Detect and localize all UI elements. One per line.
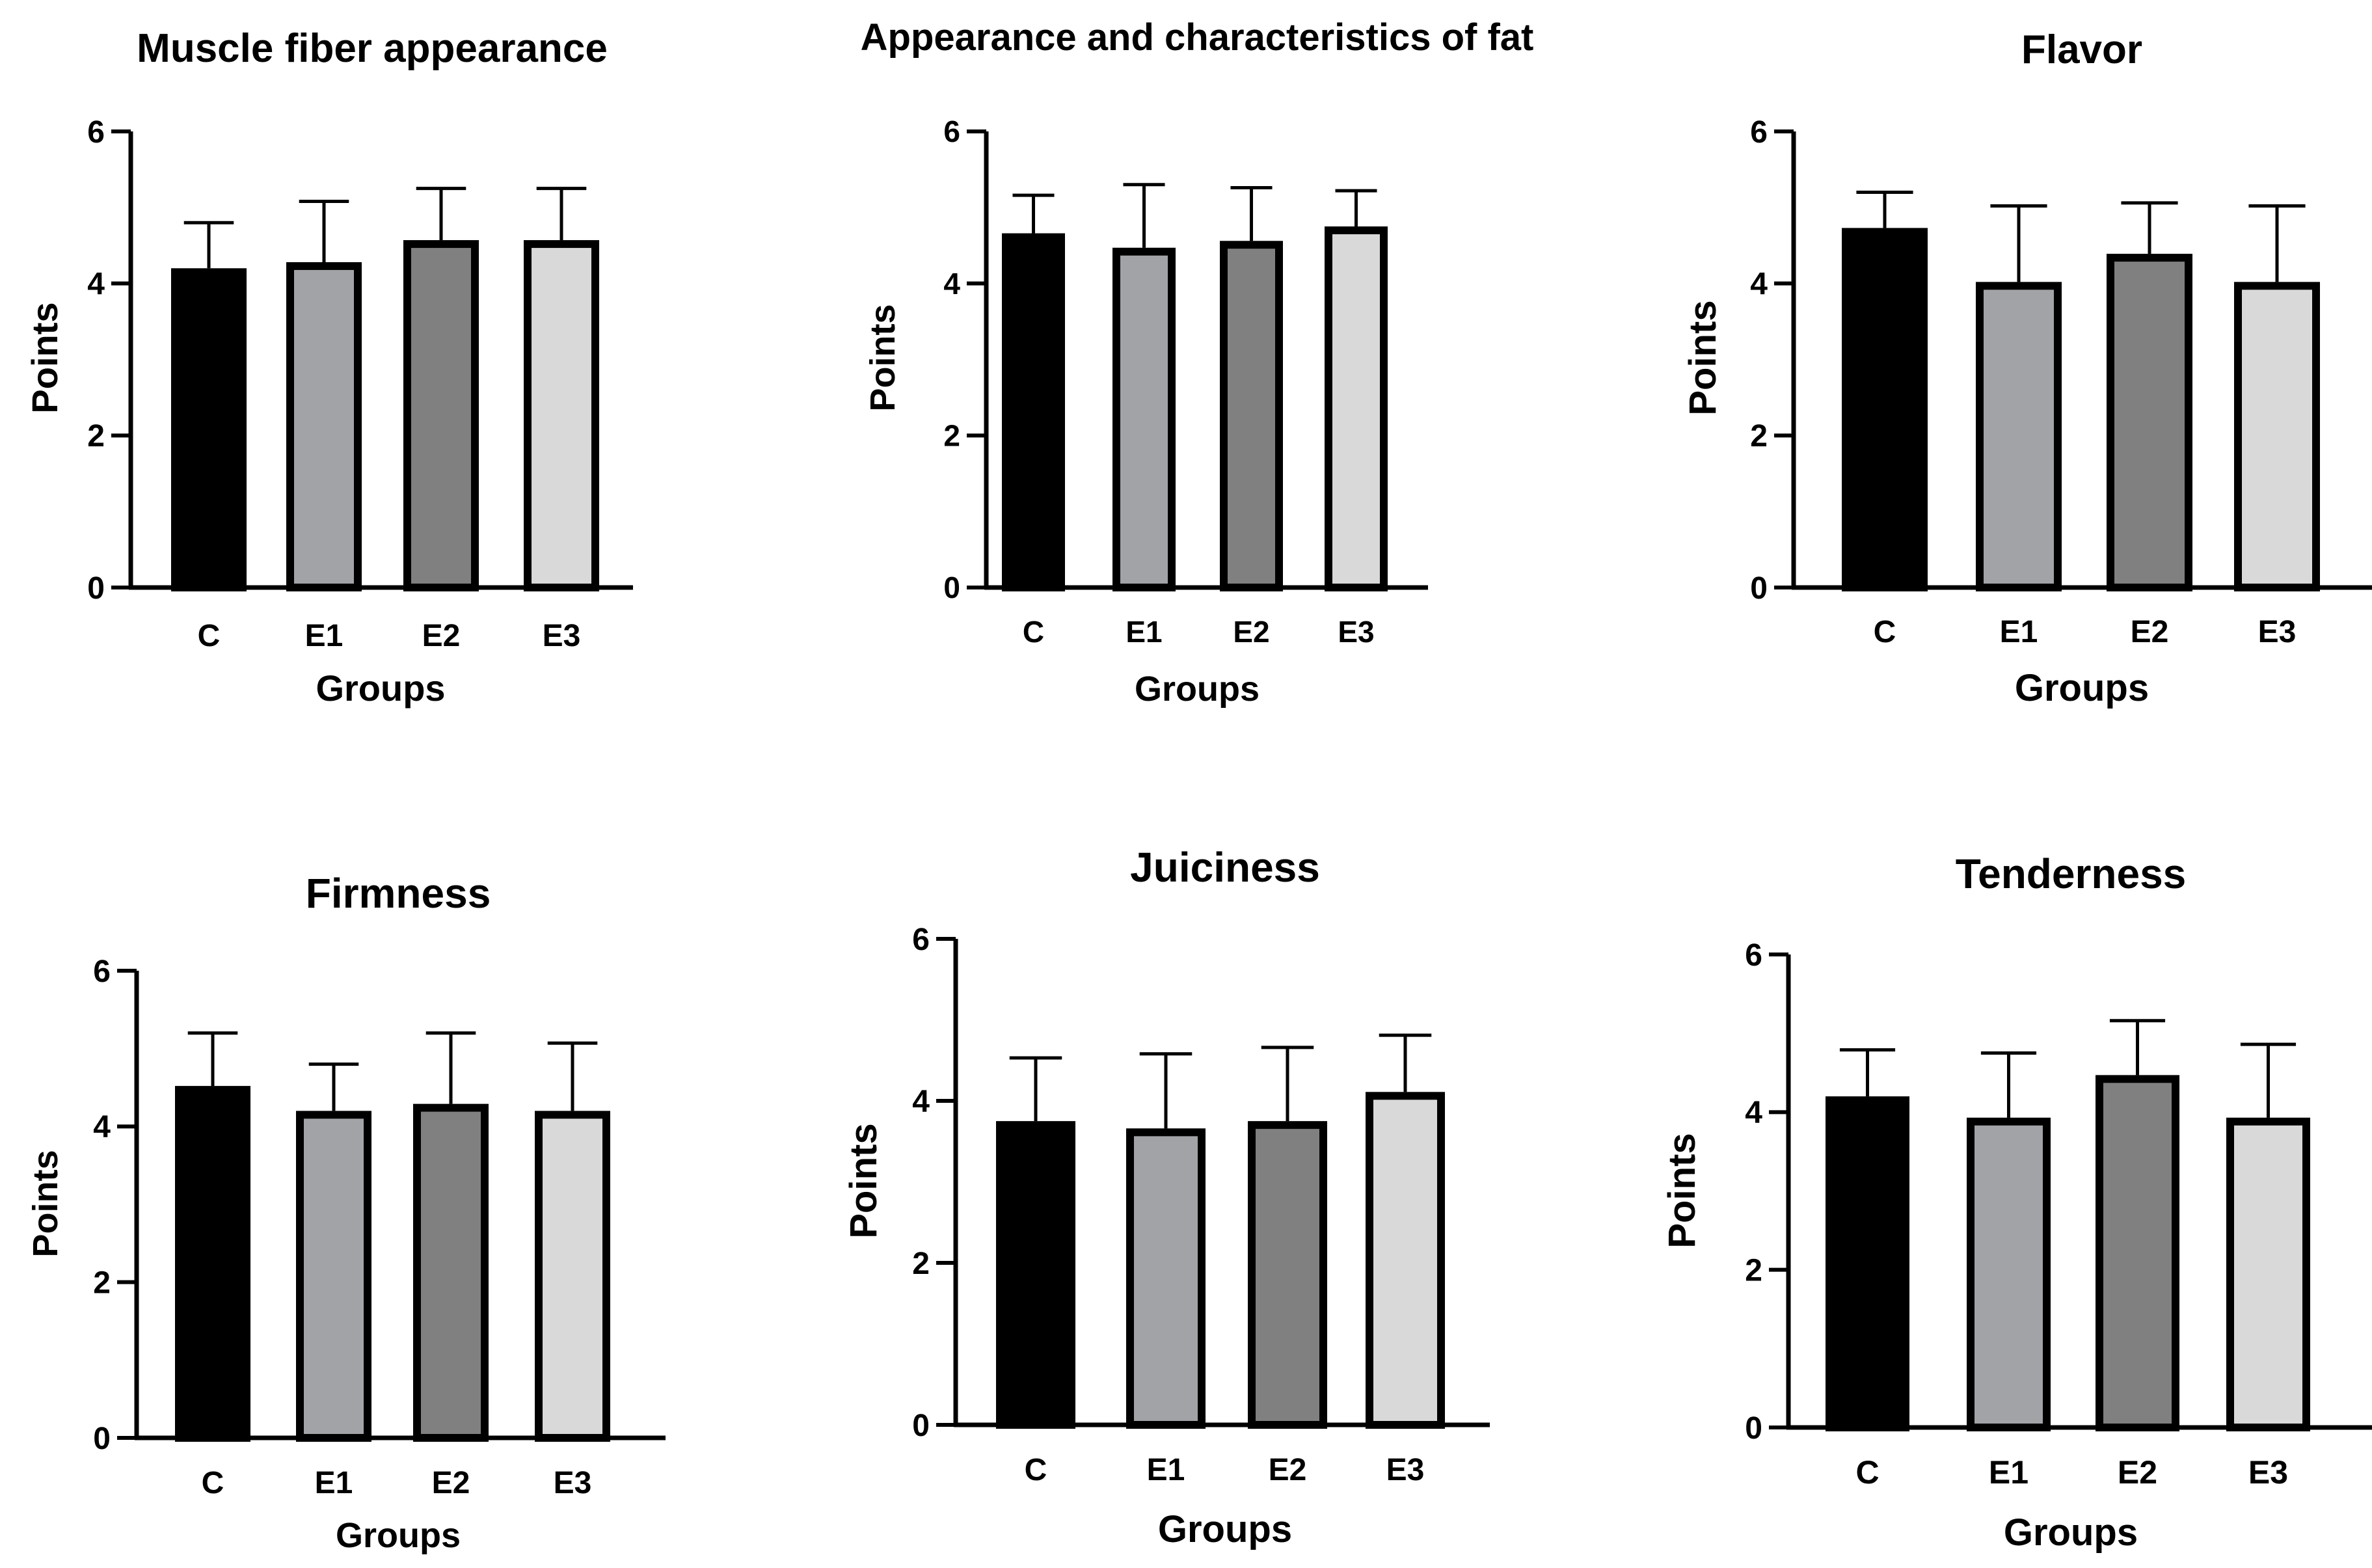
x-axis-label: Groups <box>336 1516 461 1555</box>
x-tick-label-c: C <box>1025 1453 1047 1487</box>
y-tick-label: 0 <box>87 571 105 606</box>
y-tick-label: 2 <box>912 1247 930 1281</box>
y-tick-label: 6 <box>87 115 105 150</box>
x-axis-label: Groups <box>316 668 445 709</box>
y-tick-label: 2 <box>87 419 105 453</box>
x-axis-label: Groups <box>1135 669 1260 709</box>
chart-panel-5: Juiciness C E1 E2 E3 0 2 4 6 Groups Points <box>842 844 1490 1550</box>
y-tick-label: 2 <box>943 418 960 452</box>
x-axis-label: Groups <box>1158 1508 1292 1550</box>
bar-e3 <box>1325 226 1388 591</box>
bar-e2 <box>413 1103 489 1442</box>
y-tick-label: 6 <box>93 954 111 989</box>
y-tick-label: 6 <box>912 923 930 957</box>
x-tick-label-e1: E1 <box>1989 1454 2028 1491</box>
bar-e1 <box>286 262 362 591</box>
bar-e3 <box>524 240 599 591</box>
bar-c <box>1002 233 1065 592</box>
bar-e1 <box>1112 247 1176 591</box>
chart-title: Juiciness <box>1130 844 1320 891</box>
bar-e2 <box>403 240 479 591</box>
chart-panel-2: Appearance and characteristics of fat C E1… <box>861 16 1534 709</box>
bar-c <box>175 1086 250 1442</box>
bar-e2 <box>1248 1121 1327 1429</box>
bar-e2 <box>2096 1075 2179 1431</box>
x-tick-label-c: C <box>202 1466 224 1500</box>
y-tick-label: 4 <box>943 267 960 301</box>
bar-c <box>1826 1096 1909 1431</box>
y-tick-label: 0 <box>93 1422 111 1456</box>
y-axis-label: Points <box>863 304 902 411</box>
y-axis-label: Points <box>26 1150 65 1257</box>
bar-c <box>996 1121 1075 1429</box>
x-tick-label-c: C <box>1874 615 1896 649</box>
x-tick-label-e2: E2 <box>432 1466 470 1500</box>
x-tick-label-e3: E3 <box>2248 1454 2288 1491</box>
bar-e1 <box>1967 1117 2051 1431</box>
chart-title: Muscle fiber appearance <box>137 26 608 71</box>
chart-title: Appearance and characteristics of fat <box>861 16 1534 59</box>
bar-c <box>1842 228 1928 591</box>
chart-title: Tenderness <box>1956 850 2187 897</box>
y-tick-label: 0 <box>1745 1411 1762 1446</box>
x-tick-label-c: C <box>1855 1454 1879 1491</box>
y-tick-label: 2 <box>1750 419 1768 453</box>
chart-panel-6: Tenderness C E1 E2 E3 0 2 4 6 Groups Points <box>1661 850 2372 1554</box>
x-tick-label-c: C <box>198 619 221 653</box>
x-axis-label: Groups <box>2015 667 2149 709</box>
y-tick-label: 4 <box>912 1085 930 1119</box>
x-tick-label-e1: E1 <box>315 1466 353 1500</box>
x-tick-label-c: C <box>1023 615 1044 649</box>
chart-title: Flavor <box>2021 27 2142 72</box>
y-tick-label: 6 <box>1745 938 1762 973</box>
y-tick-label: 6 <box>1750 115 1768 150</box>
y-axis-label: Points <box>1661 1133 1703 1248</box>
x-tick-label-e1: E1 <box>305 619 344 653</box>
y-axis-label: Points <box>842 1123 885 1238</box>
y-axis-label: Points <box>24 302 65 413</box>
x-tick-label-e1: E1 <box>2000 615 2038 649</box>
x-axis-label: Groups <box>2004 1511 2138 1554</box>
chart-panel-1: Muscle fiber appearance C E1 E2 E3 0 2 4 6 Groups… <box>24 26 633 709</box>
y-tick-label: 2 <box>1745 1253 1762 1288</box>
bar-e1 <box>296 1111 371 1442</box>
bar-c <box>171 268 247 591</box>
y-tick-label: 4 <box>1745 1096 1762 1130</box>
x-tick-label-e2: E2 <box>1233 615 1269 649</box>
bar-e1 <box>1126 1128 1206 1429</box>
bar-e3 <box>2226 1117 2310 1431</box>
y-tick-label: 6 <box>943 115 960 148</box>
y-axis-label: Points <box>1682 300 1724 415</box>
x-tick-label-e1: E1 <box>1147 1453 1185 1487</box>
chart-panel-4: Firmness C E1 E2 E3 0 2 4 6 Groups Points <box>26 870 666 1555</box>
x-tick-label-e2: E2 <box>2131 615 2169 649</box>
chart-title: Firmness <box>306 870 491 917</box>
bar-e3 <box>2234 282 2320 591</box>
x-tick-label-e3: E3 <box>543 619 581 653</box>
y-tick-label: 4 <box>1750 267 1768 301</box>
bar-e2 <box>1220 241 1283 591</box>
bar-e3 <box>1366 1092 1445 1429</box>
x-tick-label-e2: E2 <box>2118 1454 2157 1491</box>
bar-e3 <box>535 1111 610 1442</box>
x-tick-label-e1: E1 <box>1125 615 1162 649</box>
x-tick-label-e2: E2 <box>1269 1453 1307 1487</box>
chart-panel-3: Flavor C E1 E2 E3 0 2 4 6 Groups Points <box>1682 27 2372 709</box>
x-tick-label-e3: E3 <box>2258 615 2297 649</box>
bar-e2 <box>2107 254 2192 591</box>
y-tick-label: 4 <box>87 267 105 301</box>
y-tick-label: 2 <box>93 1265 111 1300</box>
x-tick-label-e3: E3 <box>1338 615 1374 649</box>
y-tick-label: 0 <box>943 571 960 604</box>
bar-e1 <box>1976 282 2062 591</box>
x-tick-label-e2: E2 <box>422 619 461 653</box>
y-tick-label: 0 <box>1750 571 1768 606</box>
x-tick-label-e3: E3 <box>1386 1453 1425 1487</box>
x-tick-label-e3: E3 <box>554 1466 592 1500</box>
y-tick-label: 0 <box>912 1409 930 1443</box>
y-tick-label: 4 <box>93 1110 111 1144</box>
